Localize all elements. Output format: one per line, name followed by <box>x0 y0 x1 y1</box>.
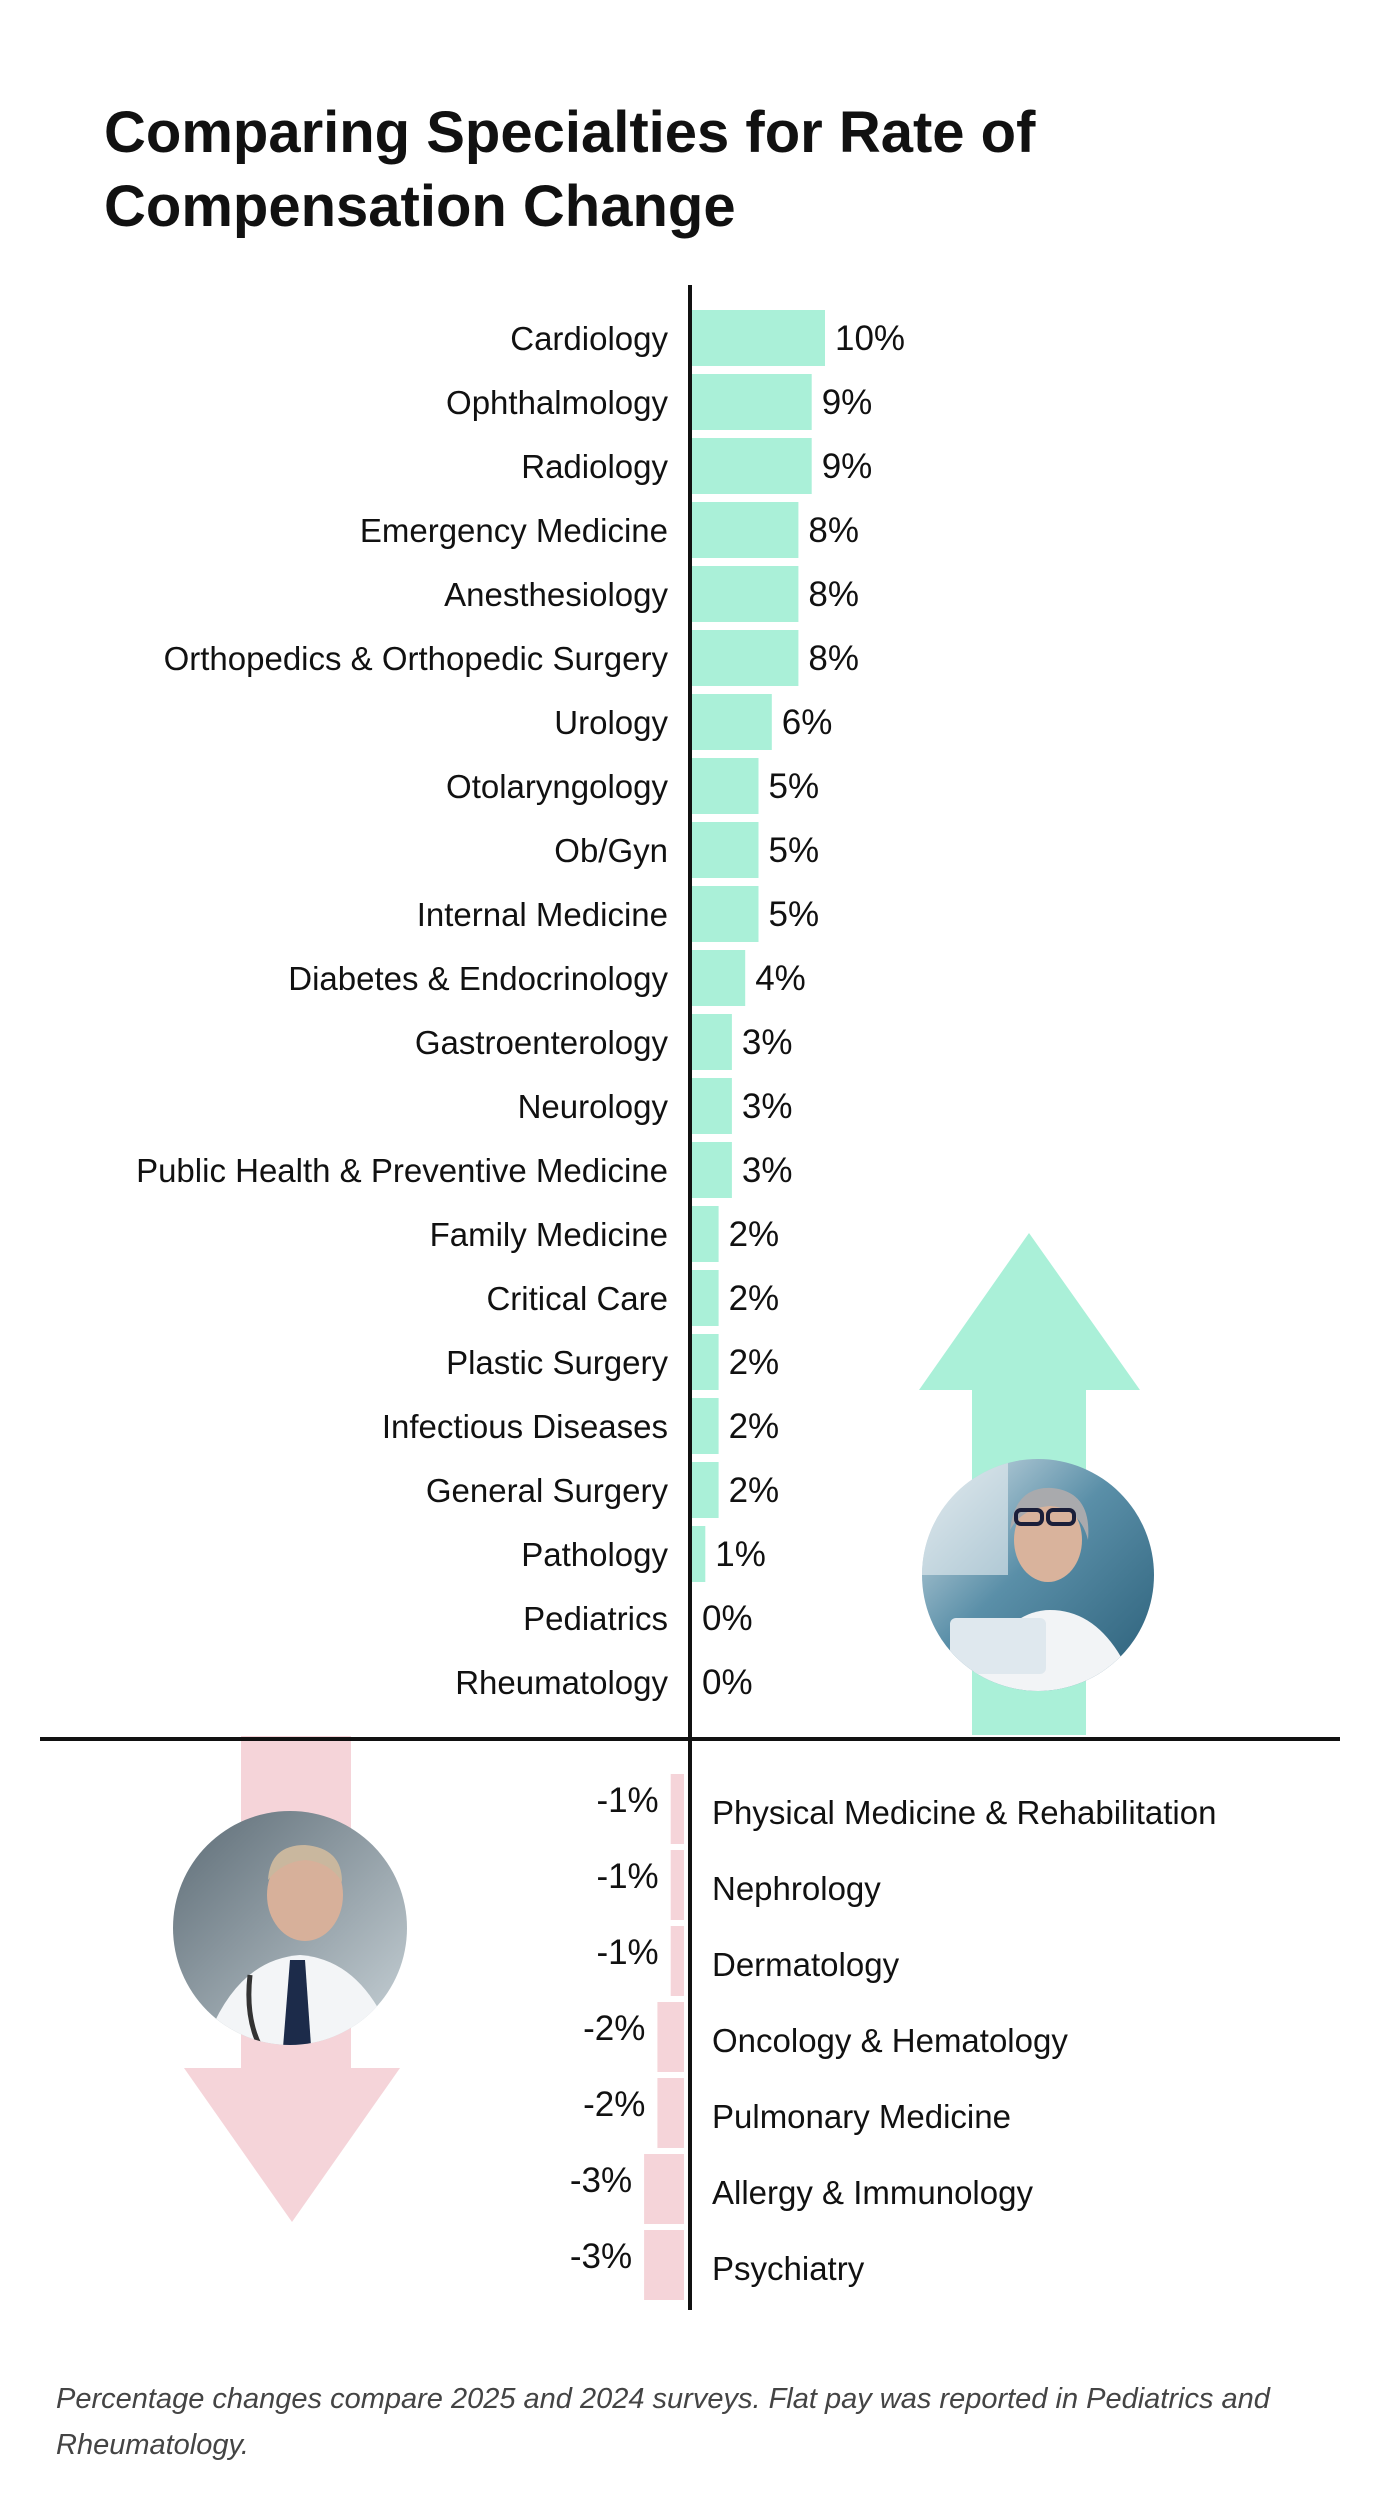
bar-orthopedics-orthopedic-surgery <box>692 630 799 686</box>
bar-general-surgery <box>692 1462 719 1518</box>
female-doctor-photo <box>922 1459 1154 1691</box>
value-label-nephrology: -1% <box>596 1857 658 1896</box>
bar-oncology-hematology <box>657 2002 684 2072</box>
bar-internal-medicine <box>692 886 759 942</box>
bar-pulmonary-medicine <box>657 2078 684 2148</box>
category-label-allergy-immunology: Allergy & Immunology <box>712 2174 1033 2211</box>
category-label-infectious-diseases: Infectious Diseases <box>382 1408 668 1445</box>
bar-dermatology <box>670 1926 684 1996</box>
category-label-neurology: Neurology <box>518 1088 669 1125</box>
category-label-otolaryngology: Otolaryngology <box>446 768 668 805</box>
value-label-critical-care: 2% <box>729 1279 780 1318</box>
bar-diabetes-endocrinology <box>692 950 746 1006</box>
bar-infectious-diseases <box>692 1398 719 1454</box>
category-label-anesthesiology: Anesthesiology <box>444 576 668 613</box>
category-label-family-medicine: Family Medicine <box>430 1216 668 1253</box>
category-label-public-health-preventive-medicine: Public Health & Preventive Medicine <box>136 1152 668 1189</box>
bar-gastroenterology <box>692 1014 732 1070</box>
bar-public-health-preventive-medicine <box>692 1142 732 1198</box>
value-label-physical-medicine-rehabilitation: -1% <box>596 1781 658 1820</box>
bar-family-medicine <box>692 1206 719 1262</box>
category-label-radiology: Radiology <box>521 448 668 485</box>
category-label-pathology: Pathology <box>521 1536 668 1573</box>
category-label-physical-medicine-rehabilitation: Physical Medicine & Rehabilitation <box>712 1794 1216 1831</box>
category-label-emergency-medicine: Emergency Medicine <box>360 512 668 549</box>
bar-psychiatry <box>644 2230 684 2300</box>
value-label-pulmonary-medicine: -2% <box>583 2085 645 2124</box>
positive-bars: Cardiology 10% Ophthalmology 9% Radiology 9% E… <box>136 310 905 1702</box>
value-label-ob-gyn: 5% <box>769 831 820 870</box>
value-label-urology: 6% <box>782 703 833 742</box>
value-label-neurology: 3% <box>742 1087 793 1126</box>
bar-pathology <box>692 1526 706 1582</box>
bar-physical-medicine-rehabilitation <box>670 1774 684 1844</box>
value-label-emergency-medicine: 8% <box>808 511 859 550</box>
male-doctor-photo <box>173 1811 407 2045</box>
bar-nephrology <box>670 1850 684 1920</box>
bar-urology <box>692 694 772 750</box>
bar-ophthalmology <box>692 374 812 430</box>
value-label-diabetes-endocrinology: 4% <box>755 959 806 998</box>
value-label-gastroenterology: 3% <box>742 1023 793 1062</box>
value-label-pediatrics: 0% <box>702 1599 753 1638</box>
value-label-cardiology: 10% <box>835 319 905 358</box>
category-label-dermatology: Dermatology <box>712 1946 900 1983</box>
value-label-infectious-diseases: 2% <box>729 1407 780 1446</box>
bar-otolaryngology <box>692 758 759 814</box>
value-label-oncology-hematology: -2% <box>583 2009 645 2048</box>
category-label-ob-gyn: Ob/Gyn <box>554 832 668 869</box>
chart-title: Comparing Specialties for Rate of Compen… <box>104 100 1036 239</box>
category-label-urology: Urology <box>554 704 668 741</box>
value-label-allergy-immunology: -3% <box>570 2161 632 2200</box>
category-label-oncology-hematology: Oncology & Hematology <box>712 2022 1068 2059</box>
category-label-gastroenterology: Gastroenterology <box>415 1024 669 1061</box>
value-label-general-surgery: 2% <box>729 1471 780 1510</box>
bar-plastic-surgery <box>692 1334 719 1390</box>
category-label-psychiatry: Psychiatry <box>712 2250 865 2287</box>
bar-neurology <box>692 1078 732 1134</box>
category-label-diabetes-endocrinology: Diabetes & Endocrinology <box>288 960 668 997</box>
category-label-orthopedics-orthopedic-surgery: Orthopedics & Orthopedic Surgery <box>164 640 669 677</box>
value-label-otolaryngology: 5% <box>769 767 820 806</box>
value-label-family-medicine: 2% <box>729 1215 780 1254</box>
category-label-ophthalmology: Ophthalmology <box>446 384 668 421</box>
negative-bars: Physical Medicine & Rehabilitation -1% Nep… <box>570 1774 1216 2300</box>
value-label-internal-medicine: 5% <box>769 895 820 934</box>
value-label-public-health-preventive-medicine: 3% <box>742 1151 793 1190</box>
bar-cardiology <box>692 310 825 366</box>
value-label-dermatology: -1% <box>596 1933 658 1972</box>
bar-ob-gyn <box>692 822 759 878</box>
bar-critical-care <box>692 1270 719 1326</box>
category-label-nephrology: Nephrology <box>712 1870 881 1907</box>
value-label-plastic-surgery: 2% <box>729 1343 780 1382</box>
category-label-pediatrics: Pediatrics <box>523 1600 668 1637</box>
category-label-rheumatology: Rheumatology <box>455 1664 668 1701</box>
bar-chart: Cardiology 10% Ophthalmology 9% Radiology 9% E… <box>40 285 1340 2310</box>
value-label-ophthalmology: 9% <box>822 383 873 422</box>
bar-emergency-medicine <box>692 502 799 558</box>
bar-radiology <box>692 438 812 494</box>
category-label-cardiology: Cardiology <box>510 320 668 357</box>
value-label-psychiatry: -3% <box>570 2237 632 2276</box>
category-label-critical-care: Critical Care <box>486 1280 668 1317</box>
value-label-radiology: 9% <box>822 447 873 486</box>
category-label-internal-medicine: Internal Medicine <box>417 896 668 933</box>
value-label-rheumatology: 0% <box>702 1663 753 1702</box>
value-label-pathology: 1% <box>715 1535 766 1574</box>
bar-anesthesiology <box>692 566 799 622</box>
value-label-anesthesiology: 8% <box>808 575 859 614</box>
category-label-pulmonary-medicine: Pulmonary Medicine <box>712 2098 1011 2135</box>
category-label-plastic-surgery: Plastic Surgery <box>446 1344 668 1381</box>
value-label-orthopedics-orthopedic-surgery: 8% <box>808 639 859 678</box>
footnote: Percentage changes compare 2025 and 2024… <box>56 2383 1270 2461</box>
bar-allergy-immunology <box>644 2154 684 2224</box>
category-label-general-surgery: General Surgery <box>426 1472 669 1509</box>
